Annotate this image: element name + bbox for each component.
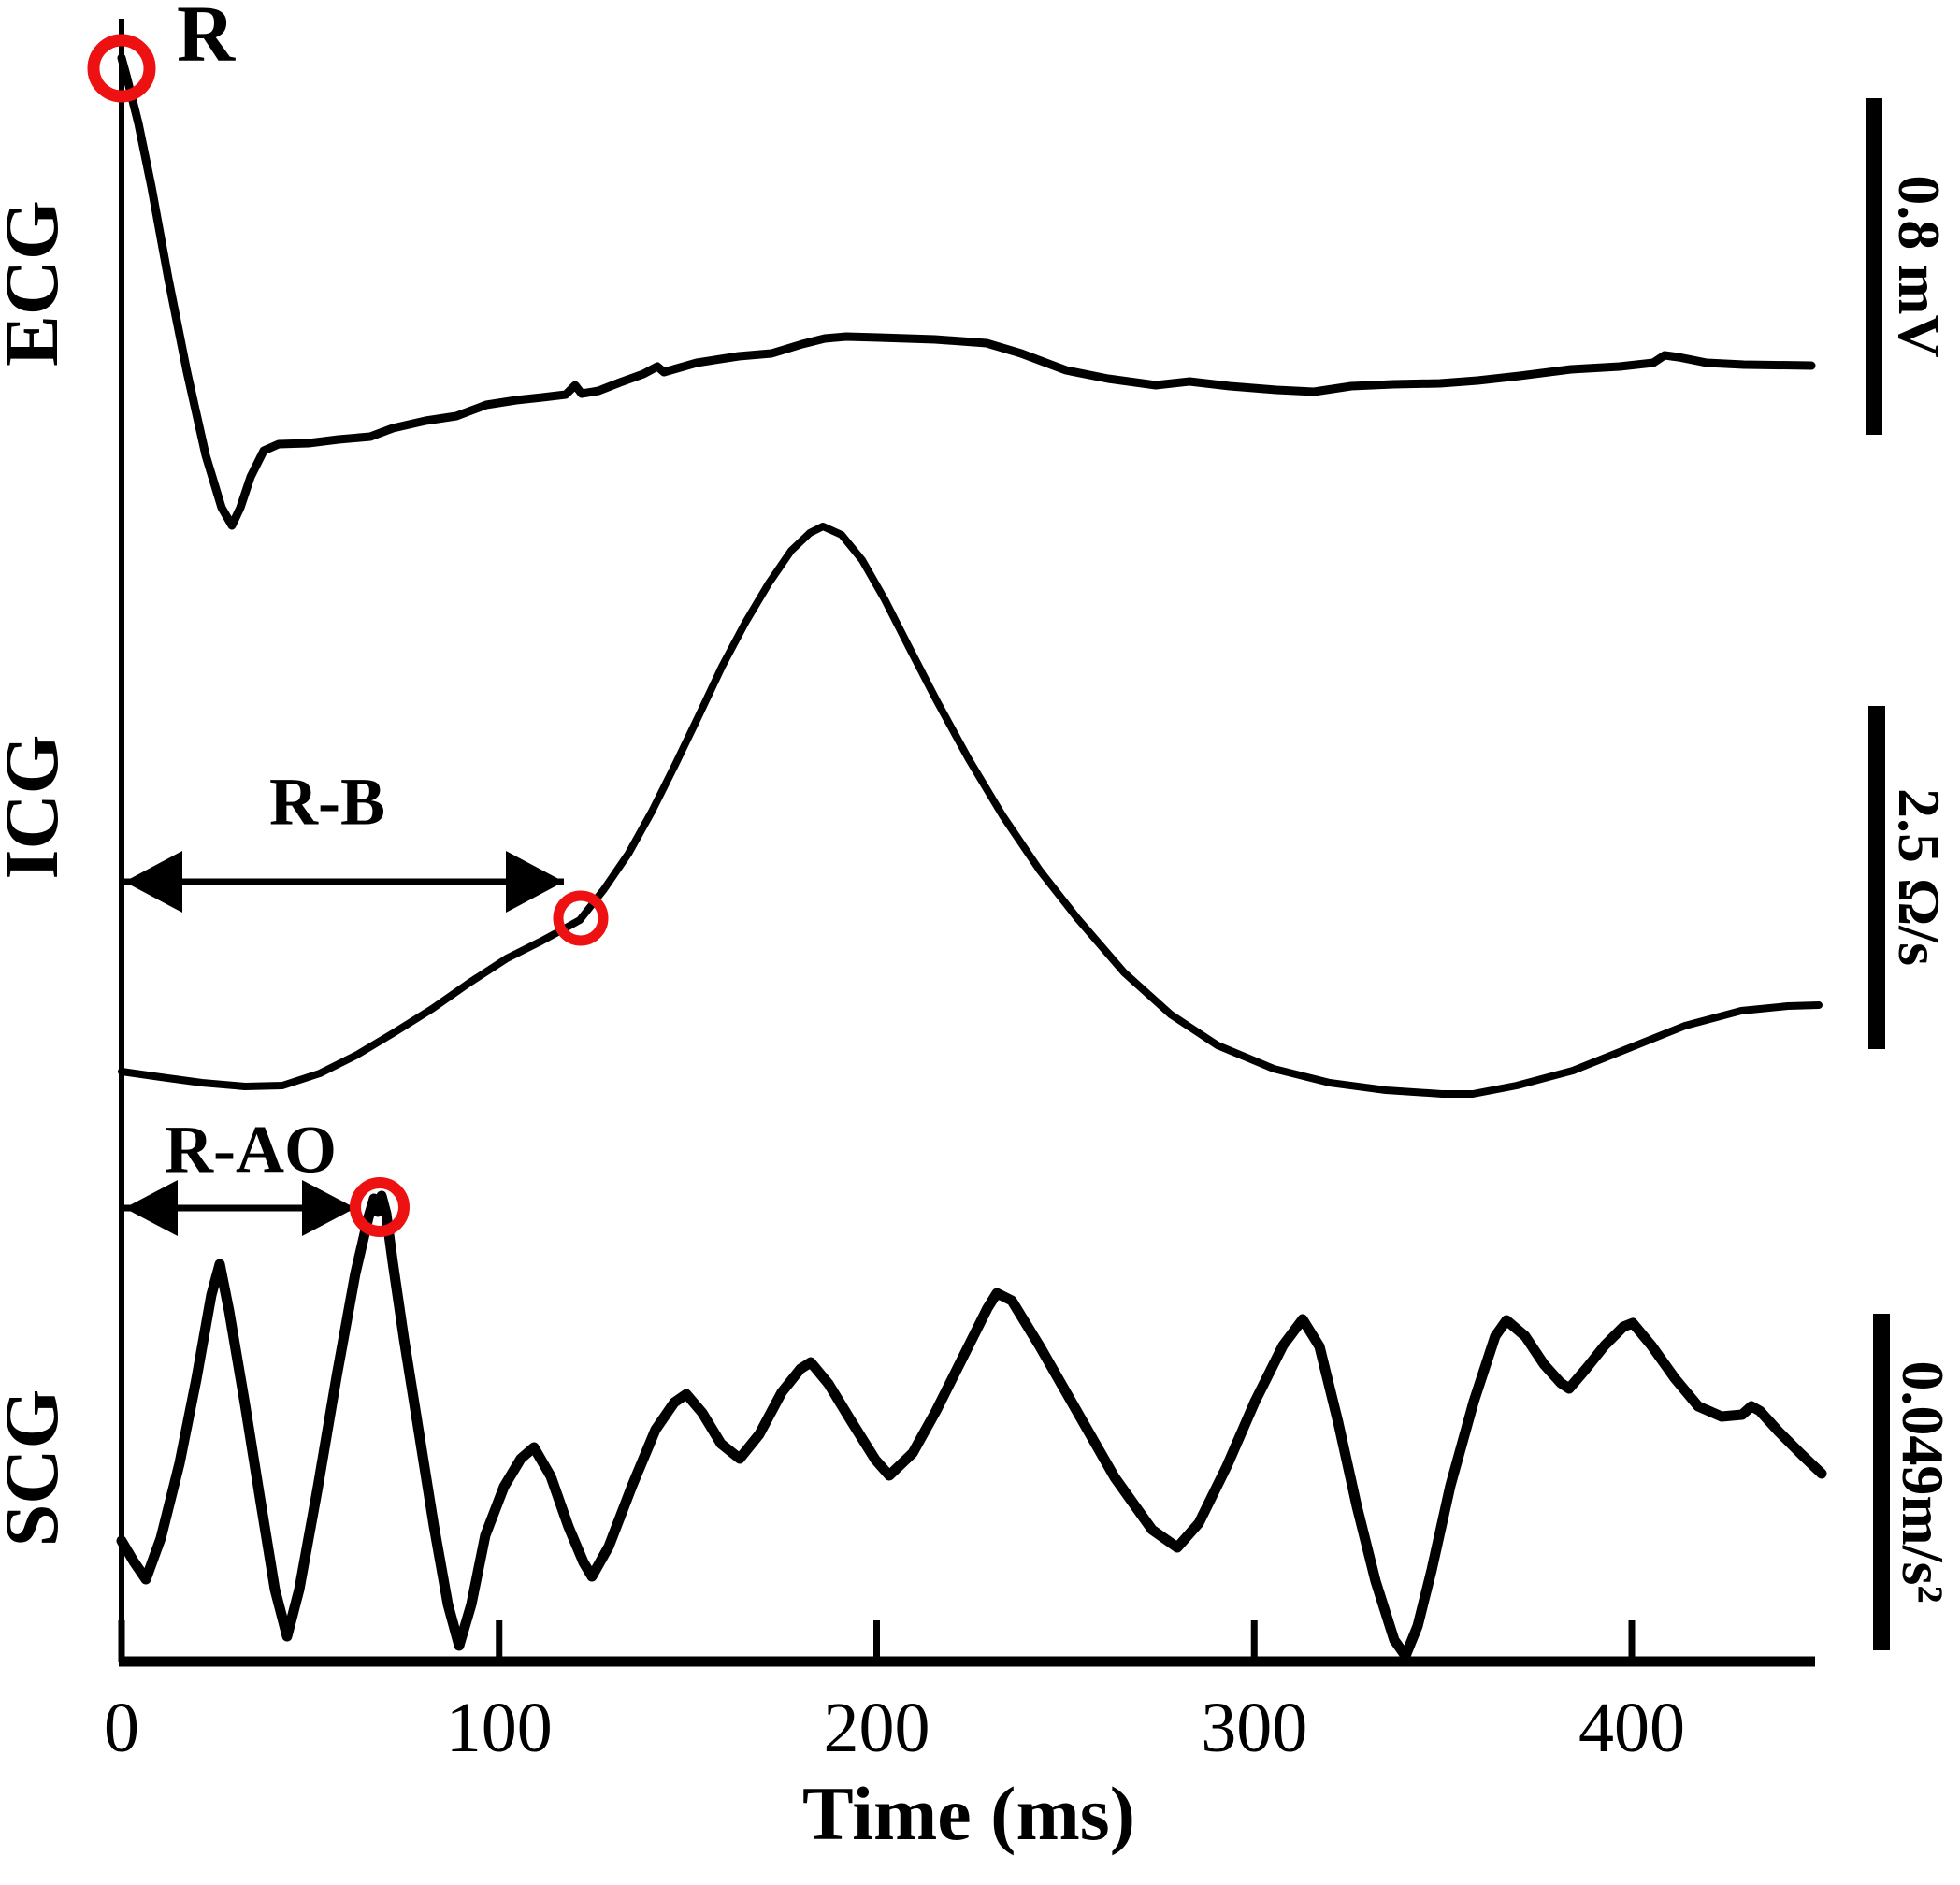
ecg-scale-label: 0.8 mV <box>1886 175 1953 358</box>
r-ao-interval-arrow <box>124 1180 355 1236</box>
x-tick-label: 100 <box>445 1689 553 1767</box>
x-tick-label: 400 <box>1578 1689 1685 1767</box>
r-ao-interval-label: R-AO <box>165 1112 337 1187</box>
fiducial-markers <box>87 34 609 1237</box>
icg-trace <box>118 523 1823 1098</box>
x-tick-label: 200 <box>823 1689 930 1767</box>
ecg-trace <box>117 53 1816 530</box>
r-b-interval-arrow <box>124 851 564 913</box>
panel-label-icg: ICG <box>0 734 74 880</box>
x-tick-label: 0 <box>104 1689 139 1767</box>
r-b-interval-label: R-B <box>269 764 385 840</box>
interval-arrows <box>124 851 564 1236</box>
r-peak-label: R <box>176 0 236 79</box>
x-axis-title: Time (ms) <box>801 1771 1136 1856</box>
panel-label-ecg: ECG <box>0 200 74 367</box>
ecg-scale-bar <box>1866 98 1882 435</box>
icg-scale-label: 2.5 Ω/s <box>1886 788 1953 966</box>
scg-trace <box>116 1190 1827 1662</box>
x-tick-label: 300 <box>1201 1689 1308 1767</box>
icg-scale-bar <box>1868 706 1885 1049</box>
r-point-marker-circle <box>87 34 156 103</box>
scg-scale-label: 0.049m/s² <box>1890 1360 1956 1604</box>
scg-scale-bar <box>1873 1314 1890 1650</box>
x-axis-ticks <box>118 1620 1636 1662</box>
amplitude-scale-bars <box>1866 98 1890 1650</box>
panel-label-scg: SCG <box>0 1389 74 1547</box>
b-point-marker-circle <box>553 890 609 946</box>
ao-point-marker-circle <box>350 1177 410 1237</box>
